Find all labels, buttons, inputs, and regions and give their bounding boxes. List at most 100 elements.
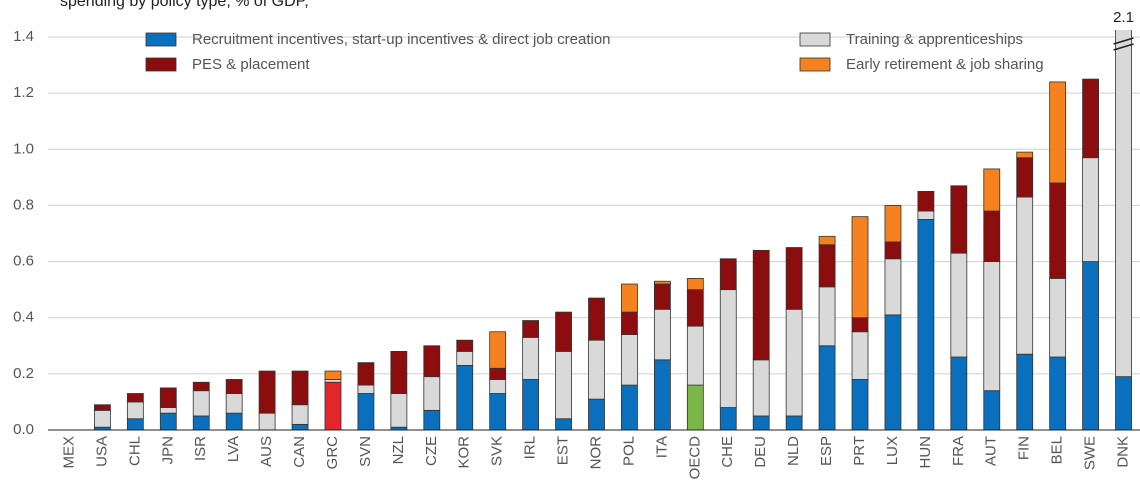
bar-segment [917, 190, 935, 212]
bar-segment [884, 241, 902, 260]
bar-segment [588, 297, 605, 341]
bar-segment [390, 393, 408, 428]
bar-segment [884, 258, 902, 316]
bar-segment [489, 367, 507, 380]
bar-segment [225, 379, 243, 394]
bar-segment [621, 384, 638, 431]
x-tick-label: NOR [587, 436, 604, 470]
bar-segment [489, 331, 507, 369]
x-tick-label: CAN [291, 436, 308, 468]
bar-segment [456, 339, 474, 352]
bar-segment [1082, 157, 1099, 262]
bar-segment [785, 308, 803, 417]
bar-segment [489, 379, 507, 394]
y-tick-label: 1.2 [13, 84, 34, 101]
bar-segment [324, 381, 342, 431]
bar-segment [1115, 30, 1132, 378]
bar-segment [621, 311, 638, 335]
x-tick-label: DEU [752, 436, 769, 468]
x-tick-label: AUS [258, 436, 275, 467]
x-tick-label: USA [93, 436, 110, 467]
bar-segment [555, 418, 572, 431]
legend-label: Early retirement & job sharing [846, 56, 1044, 73]
bar-segment [983, 168, 1001, 212]
bar-segment [588, 398, 605, 431]
bar-segment [719, 407, 737, 431]
bar-segment [126, 401, 144, 420]
x-tick-label: SWE [1082, 436, 1099, 470]
x-tick-label: CHE [719, 436, 736, 468]
x-tick-label: ESP [818, 436, 835, 466]
x-tick-label: NLD [785, 436, 802, 466]
bar-segment [983, 390, 1001, 431]
bar-segment [588, 339, 605, 400]
bar-segment [192, 390, 210, 417]
x-tick-label: SVK [489, 436, 506, 466]
bar-segment [522, 379, 540, 431]
bar-segment [1082, 78, 1099, 159]
y-tick-label: 0.8 [13, 196, 34, 213]
x-tick-label: POL [620, 436, 637, 466]
bar-segment [126, 418, 144, 431]
bar-segment [653, 280, 671, 285]
bar-segment [818, 345, 836, 431]
bar-segment [686, 325, 704, 386]
x-tick-label: EST [555, 436, 572, 465]
y-tick-label: 1.0 [13, 140, 34, 157]
x-tick-label: ISR [192, 436, 209, 461]
bar-segment [686, 278, 704, 291]
bar-segment [456, 350, 474, 366]
legend-swatch [145, 32, 177, 47]
bar-segment [192, 381, 210, 392]
bar-segment [126, 393, 144, 403]
x-tick-label: LVA [225, 436, 242, 462]
chart-title: spending by policy type, % of GDP, [60, 0, 309, 10]
bar-segment [1115, 376, 1132, 431]
x-tick-label: NZL [390, 436, 407, 464]
bar-segment [719, 289, 737, 408]
bar-segment [159, 407, 177, 414]
bar-segment [621, 283, 638, 313]
bar-segment [522, 320, 540, 338]
bar-segment [1049, 278, 1067, 358]
y-tick-label: 1.4 [13, 28, 34, 45]
bar-segment [1049, 81, 1067, 184]
bar-segment [686, 384, 704, 431]
bar-segment [851, 331, 869, 380]
bar-segment [983, 261, 1001, 392]
y-tick-label: 0.0 [13, 421, 34, 438]
bar-segment [884, 314, 902, 431]
x-tick-label: SVN [357, 436, 374, 467]
x-tick-label: GRC [324, 436, 341, 470]
y-tick-label: 0.4 [13, 309, 34, 326]
legend-swatch [799, 32, 831, 47]
bar-segment [1016, 157, 1034, 198]
x-tick-label: HUN [917, 436, 934, 469]
bar-segment [686, 289, 704, 327]
x-tick-label: CZE [423, 436, 440, 466]
bar-segment [1016, 151, 1034, 159]
bar-segment [785, 247, 803, 310]
legend-swatch [799, 57, 831, 72]
legend-label: PES & placement [192, 56, 310, 73]
bar-segment [522, 336, 540, 380]
bar-segment [225, 393, 243, 414]
bar-segment [719, 258, 737, 291]
bar-segment [291, 423, 309, 431]
x-tick-label: LUX [884, 436, 901, 465]
bar-segment [851, 216, 869, 319]
bar-segment [159, 387, 177, 408]
bar-segment [785, 415, 803, 431]
bar-segment [555, 311, 572, 352]
bar-segment [324, 379, 342, 383]
bar-segment [1016, 353, 1034, 431]
bar-segment [818, 286, 836, 347]
bar-segment [94, 409, 111, 428]
bar-segment [621, 334, 638, 386]
bar-segment [423, 345, 441, 378]
bar-segment [291, 404, 309, 425]
axis-break [1113, 43, 1134, 51]
bar-segment [653, 359, 671, 431]
bar-segment [489, 393, 507, 431]
